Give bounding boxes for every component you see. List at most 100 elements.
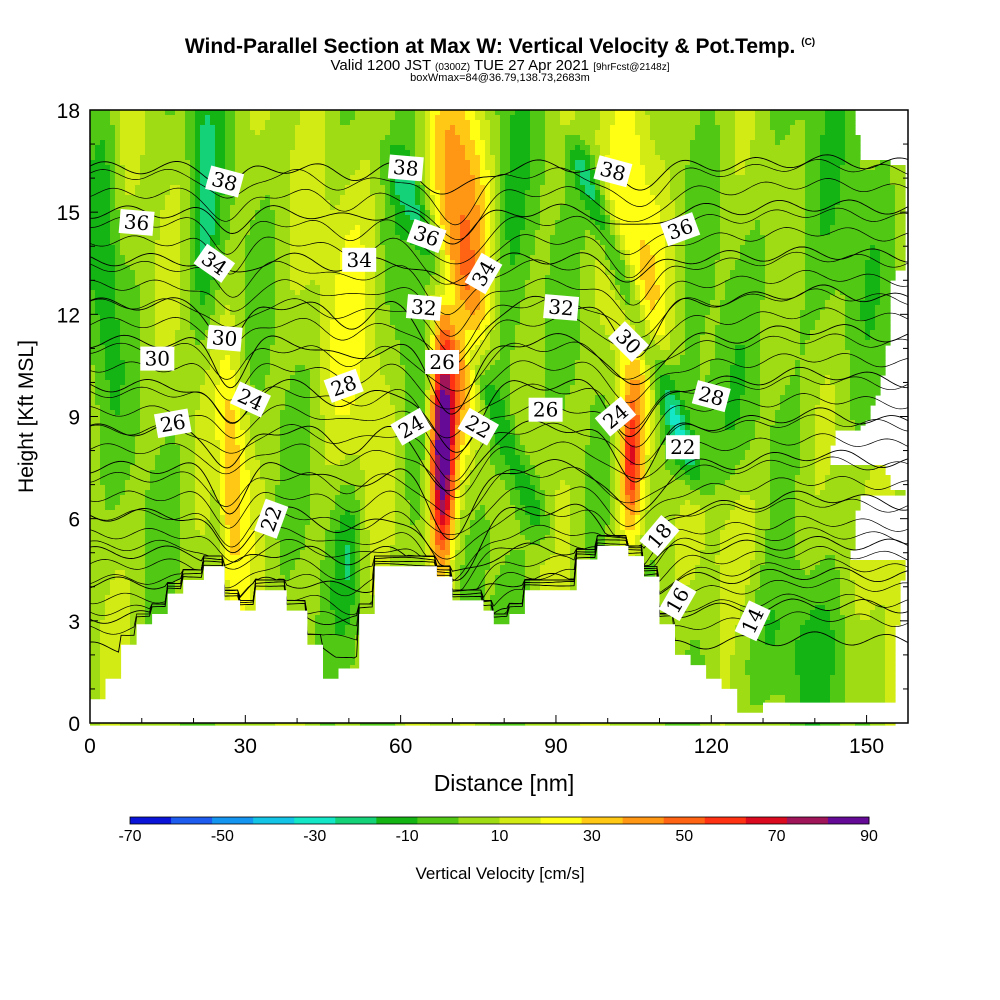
field-cell <box>180 445 196 451</box>
field-cell <box>850 570 906 576</box>
field-cell <box>395 115 416 121</box>
field-cell <box>635 125 651 131</box>
field-cell <box>620 365 626 371</box>
field-cell <box>545 145 566 151</box>
field-cell <box>310 470 366 476</box>
field-cell <box>615 445 621 451</box>
field-cell <box>215 130 226 136</box>
field-cell <box>550 260 581 266</box>
field-cell <box>210 280 221 286</box>
field-cell <box>475 460 491 466</box>
field-cell <box>265 550 281 556</box>
field-cell <box>430 515 436 521</box>
field-cell <box>800 410 816 416</box>
field-cell <box>440 470 451 476</box>
field-cell <box>210 320 221 326</box>
field-cell <box>715 265 736 271</box>
field-cell <box>435 550 451 556</box>
field-cell <box>720 530 756 536</box>
field-cell <box>310 395 321 401</box>
field-cell <box>685 195 721 201</box>
field-cell <box>130 620 146 626</box>
field-cell <box>395 495 406 501</box>
field-cell <box>500 210 506 216</box>
field-cell <box>720 620 741 626</box>
field-cell <box>375 245 386 251</box>
field-cell <box>275 210 291 216</box>
field-cell <box>225 470 241 476</box>
field-cell <box>720 585 746 591</box>
field-cell <box>625 245 641 251</box>
field-cell <box>595 285 611 291</box>
field-cell <box>100 640 131 646</box>
field-cell <box>545 280 581 286</box>
field-cell <box>250 125 266 131</box>
field-cell <box>450 270 456 276</box>
field-cell <box>500 295 526 301</box>
field-cell <box>635 440 641 446</box>
field-cell <box>185 120 196 126</box>
field-cell <box>425 120 431 126</box>
field-cell <box>760 340 801 346</box>
field-cell <box>665 315 676 321</box>
field-cell <box>325 180 351 186</box>
field-cell <box>645 285 661 291</box>
field-cell <box>225 305 231 311</box>
field-cell <box>450 500 456 506</box>
field-cell <box>175 340 196 346</box>
field-cell <box>695 135 721 141</box>
field-cell <box>395 465 406 471</box>
field-cell <box>755 595 841 601</box>
field-cell <box>575 145 581 151</box>
field-cell <box>230 585 251 591</box>
field-cell <box>285 400 311 406</box>
field-cell <box>730 375 746 381</box>
field-cell <box>835 215 896 221</box>
field-cell <box>375 265 386 271</box>
field-cell <box>220 235 231 241</box>
field-cell <box>675 430 686 436</box>
field-cell <box>540 565 571 571</box>
field-cell <box>440 405 451 411</box>
field-cell <box>830 465 876 471</box>
field-cell <box>320 600 331 606</box>
field-cell <box>650 495 741 501</box>
field-cell <box>765 290 806 296</box>
field-cell <box>255 545 266 551</box>
field-cell <box>650 370 656 376</box>
field-cell <box>430 220 436 226</box>
field-cell <box>90 180 111 186</box>
field-cell <box>800 380 826 386</box>
field-cell <box>545 350 581 356</box>
field-cell <box>115 280 136 286</box>
field-cell <box>620 450 626 456</box>
field-cell <box>245 300 276 306</box>
field-cell <box>500 330 516 336</box>
field-cell <box>445 535 451 541</box>
field-cell <box>385 270 436 276</box>
field-cell <box>270 115 301 121</box>
field-cell <box>720 215 806 221</box>
field-cell <box>755 115 771 121</box>
field-cell <box>805 200 821 206</box>
field-cell <box>325 170 356 176</box>
field-cell <box>650 420 656 426</box>
field-cell <box>165 205 181 211</box>
field-cell <box>425 380 431 386</box>
chart-title-suffix: (C) <box>801 37 816 48</box>
field-cell <box>235 115 251 121</box>
field-cell <box>195 470 221 476</box>
field-cell <box>515 450 526 456</box>
field-cell <box>345 555 351 561</box>
field-cell <box>630 255 641 261</box>
field-cell <box>460 290 481 296</box>
field-cell <box>460 240 471 246</box>
field-cell <box>330 360 361 366</box>
field-cell <box>450 250 461 256</box>
field-cell <box>475 515 486 521</box>
field-cell <box>415 245 431 251</box>
field-cell <box>365 470 396 476</box>
field-cell <box>190 245 196 251</box>
field-cell <box>350 610 361 616</box>
field-cell <box>100 335 121 341</box>
